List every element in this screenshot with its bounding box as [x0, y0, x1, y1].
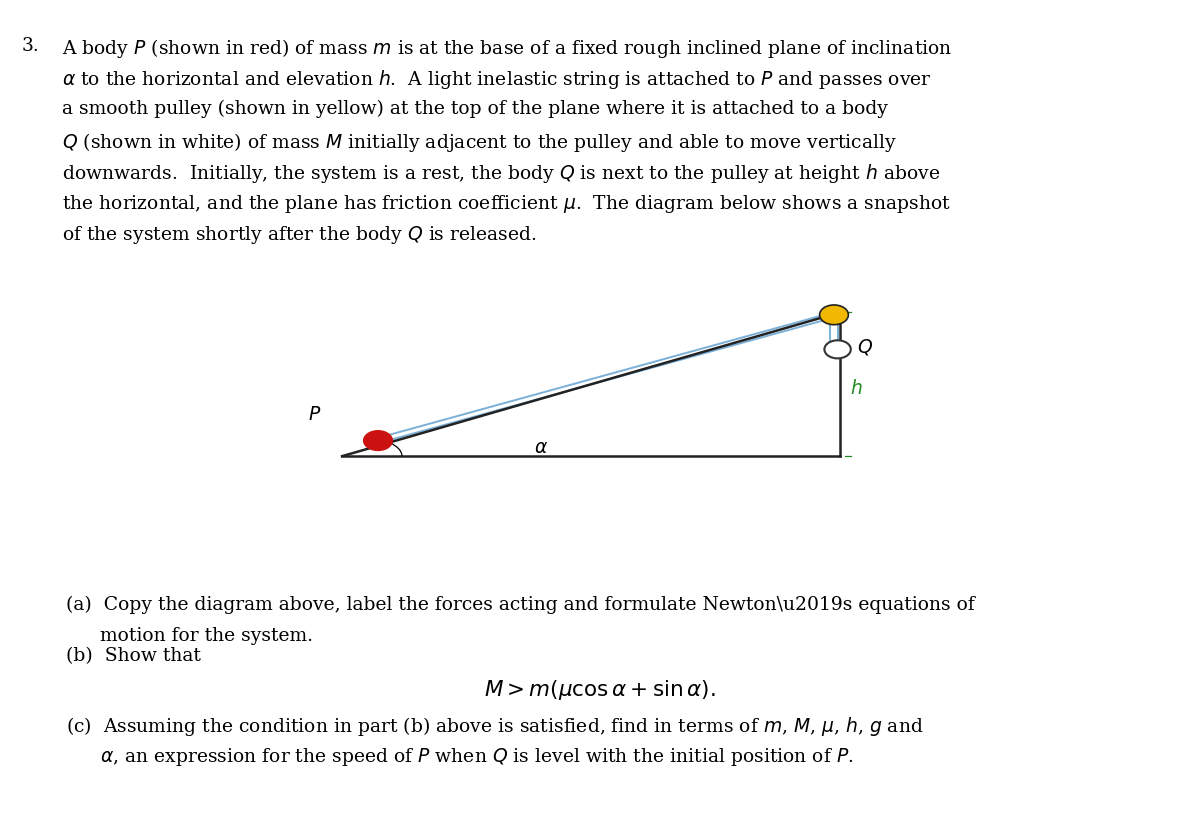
- Text: $P$: $P$: [308, 406, 322, 424]
- Text: of the system shortly after the body $Q$ is released.: of the system shortly after the body $Q$…: [62, 224, 538, 247]
- Text: a smooth pulley (shown in yellow) at the top of the plane where it is attached t: a smooth pulley (shown in yellow) at the…: [62, 99, 888, 118]
- Circle shape: [364, 431, 392, 450]
- Text: downwards.  Initially, the system is a rest, the body $Q$ is next to the pulley : downwards. Initially, the system is a re…: [62, 162, 941, 185]
- Text: $\alpha$: $\alpha$: [534, 439, 548, 457]
- Circle shape: [820, 305, 848, 325]
- Text: $M > m(\mu \cos \alpha + \sin \alpha).$: $M > m(\mu \cos \alpha + \sin \alpha).$: [485, 678, 715, 702]
- Text: motion for the system.: motion for the system.: [100, 627, 312, 645]
- Text: $Q$ (shown in white) of mass $M$ initially adjacent to the pulley and able to mo: $Q$ (shown in white) of mass $M$ initial…: [62, 131, 898, 154]
- Text: $h$: $h$: [850, 379, 863, 399]
- Text: the horizontal, and the plane has friction coefficient $\mu$.  The diagram below: the horizontal, and the plane has fricti…: [62, 193, 952, 215]
- Text: (a)  Copy the diagram above, label the forces acting and formulate Newton\u2019s: (a) Copy the diagram above, label the fo…: [66, 596, 974, 614]
- Text: (b)  Show that: (b) Show that: [66, 647, 200, 665]
- Text: $\alpha$ to the horizontal and elevation $h$.  A light inelastic string is attac: $\alpha$ to the horizontal and elevation…: [62, 68, 932, 91]
- Text: $\alpha$, an expression for the speed of $P$ when $Q$ is level with the initial : $\alpha$, an expression for the speed of…: [100, 746, 853, 769]
- Text: $Q$: $Q$: [857, 337, 872, 357]
- Circle shape: [824, 340, 851, 358]
- Text: (c)  Assuming the condition in part (b) above is satisfied, find in terms of $m$: (c) Assuming the condition in part (b) a…: [66, 715, 924, 738]
- Text: A body $P$ (shown in red) of mass $m$ is at the base of a fixed rough inclined p: A body $P$ (shown in red) of mass $m$ is…: [62, 37, 953, 60]
- Text: 3.: 3.: [22, 37, 40, 55]
